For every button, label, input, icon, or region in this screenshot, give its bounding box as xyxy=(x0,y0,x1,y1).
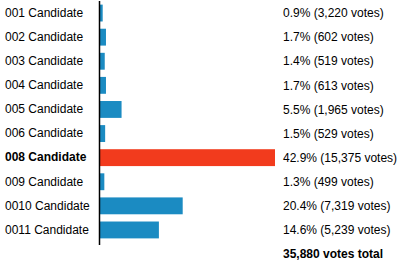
data-label: 1.7% (613 votes) xyxy=(283,79,374,93)
data-label: 5.5% (1,965 votes) xyxy=(283,103,384,117)
data-label: 1.5% (529 votes) xyxy=(283,127,374,141)
tick: 0010 Candidate xyxy=(5,199,90,213)
annotation: 35,880 votes total xyxy=(283,247,383,261)
tick-label: 006 Candidate xyxy=(5,126,83,140)
tick-label: 009 Candidate xyxy=(5,175,83,189)
tick-label: 002 Candidate xyxy=(5,30,83,44)
tick: 0011 Candidate xyxy=(5,223,89,237)
tick: 003 Candidate xyxy=(5,54,83,68)
bar xyxy=(99,149,275,166)
tick: 005 Candidate xyxy=(5,102,83,116)
tick-label: 0010 Candidate xyxy=(5,199,90,213)
data-label: 20.4% (7,319 votes) xyxy=(283,199,390,213)
data-label: 1.3% (499 votes) xyxy=(283,175,374,189)
tick: 001 Candidate xyxy=(5,6,83,20)
tick-label: 005 Candidate xyxy=(5,102,83,116)
tick: 002 Candidate xyxy=(5,30,83,44)
data-label: 42.9% (15,375 votes) xyxy=(283,151,397,165)
data-labels: 0.9% (3,220 votes) 1.7% (602 votes) 1.4% (… xyxy=(283,6,397,237)
bar xyxy=(99,222,159,239)
tick-label: 0011 Candidate xyxy=(5,223,89,237)
tick: 009 Candidate xyxy=(5,175,83,189)
bar xyxy=(99,101,122,118)
tick-label: 004 Candidate xyxy=(5,78,83,92)
bar xyxy=(99,197,183,214)
data-label: 1.4% (519 votes) xyxy=(283,54,374,68)
data-label: 1.7% (602 votes) xyxy=(283,30,374,44)
data-label: 0.9% (3,220 votes) xyxy=(283,6,384,20)
tick-label: 008 Candidate xyxy=(5,150,87,164)
y-axis: 001 Candidate 002 Candidate 003 Candidate 0… xyxy=(5,1,100,245)
bars xyxy=(99,5,275,239)
tick: 008 Candidate xyxy=(5,150,87,164)
chart: 001 Candidate 002 Candidate 003 Candidate 0… xyxy=(0,0,400,263)
tick: 006 Candidate xyxy=(5,126,83,140)
tick-label: 001 Candidate xyxy=(5,6,83,20)
axis-line xyxy=(99,1,101,245)
tick: 004 Candidate xyxy=(5,78,83,92)
data-label: 14.6% (5,239 votes) xyxy=(283,223,390,237)
tick-label: 003 Candidate xyxy=(5,54,83,68)
